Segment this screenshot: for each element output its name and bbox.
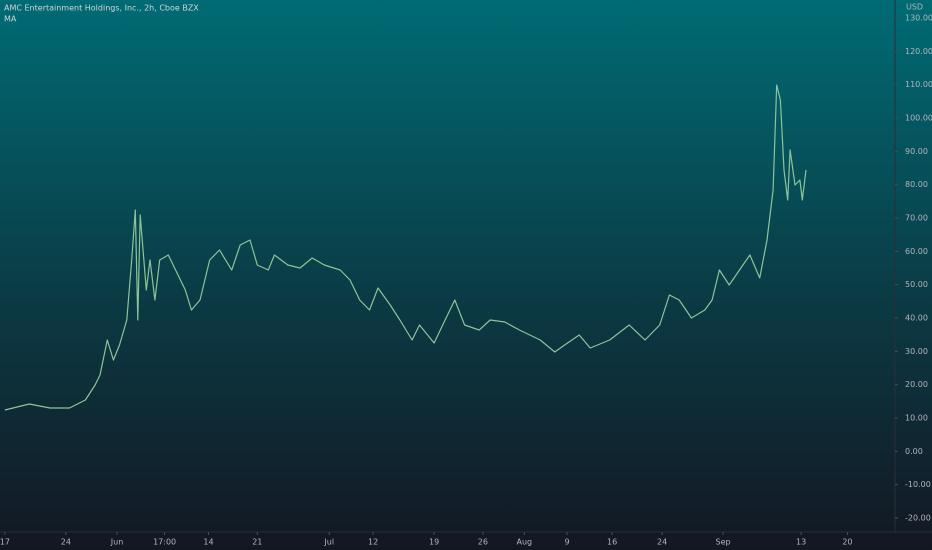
x-tick-label: 14 xyxy=(203,538,213,547)
y-tick-label: 0.00 xyxy=(905,447,923,456)
y-tick-label: 100.00 xyxy=(905,114,932,123)
y-tick-label: 120.00 xyxy=(905,47,932,56)
x-tick-label: 24 xyxy=(657,538,667,547)
chart-title: AMC Entertainment Holdings, Inc., 2h, Cb… xyxy=(4,4,199,13)
x-tick-label: 26 xyxy=(478,538,488,547)
x-tick-label: 24 xyxy=(61,538,71,547)
x-tick-label: 20 xyxy=(842,538,852,547)
y-tick-label: 40.00 xyxy=(905,314,928,323)
y-tick-label: 30.00 xyxy=(905,347,928,356)
x-tick-label: 12 xyxy=(368,538,378,547)
indicator-label: MA xyxy=(4,15,17,24)
x-tick-label: Jun xyxy=(110,538,124,547)
x-tick-label: 21 xyxy=(252,538,262,547)
y-tick-label: -20.00 xyxy=(905,514,931,523)
x-tick-label: 13 xyxy=(796,538,806,547)
x-tick-label: 19 xyxy=(429,538,439,547)
x-tick-label: 17:00 xyxy=(153,538,176,547)
y-tick-label: 130.00 xyxy=(905,14,932,23)
x-tick-label: Sep xyxy=(716,538,731,547)
y-tick-label: 90.00 xyxy=(905,147,928,156)
y-tick-label: -10.00 xyxy=(905,480,931,489)
y-tick-label: 110.00 xyxy=(905,80,932,89)
y-tick-label: 80.00 xyxy=(905,180,928,189)
y-tick-label: 10.00 xyxy=(905,414,928,423)
y-tick-label: 20.00 xyxy=(905,380,928,389)
price-line xyxy=(4,84,807,411)
x-tick-label: 16 xyxy=(607,538,617,547)
y-axis-label: USD xyxy=(906,3,923,12)
x-tick-label: 17 xyxy=(0,538,10,547)
y-tick-label: 60.00 xyxy=(905,247,928,256)
y-tick-label: 70.00 xyxy=(905,214,928,223)
y-tick-label: 50.00 xyxy=(905,280,928,289)
x-tick-label: Aug xyxy=(517,538,533,547)
x-tick-label: 9 xyxy=(564,538,569,547)
x-tick-label: Jul xyxy=(323,538,334,547)
